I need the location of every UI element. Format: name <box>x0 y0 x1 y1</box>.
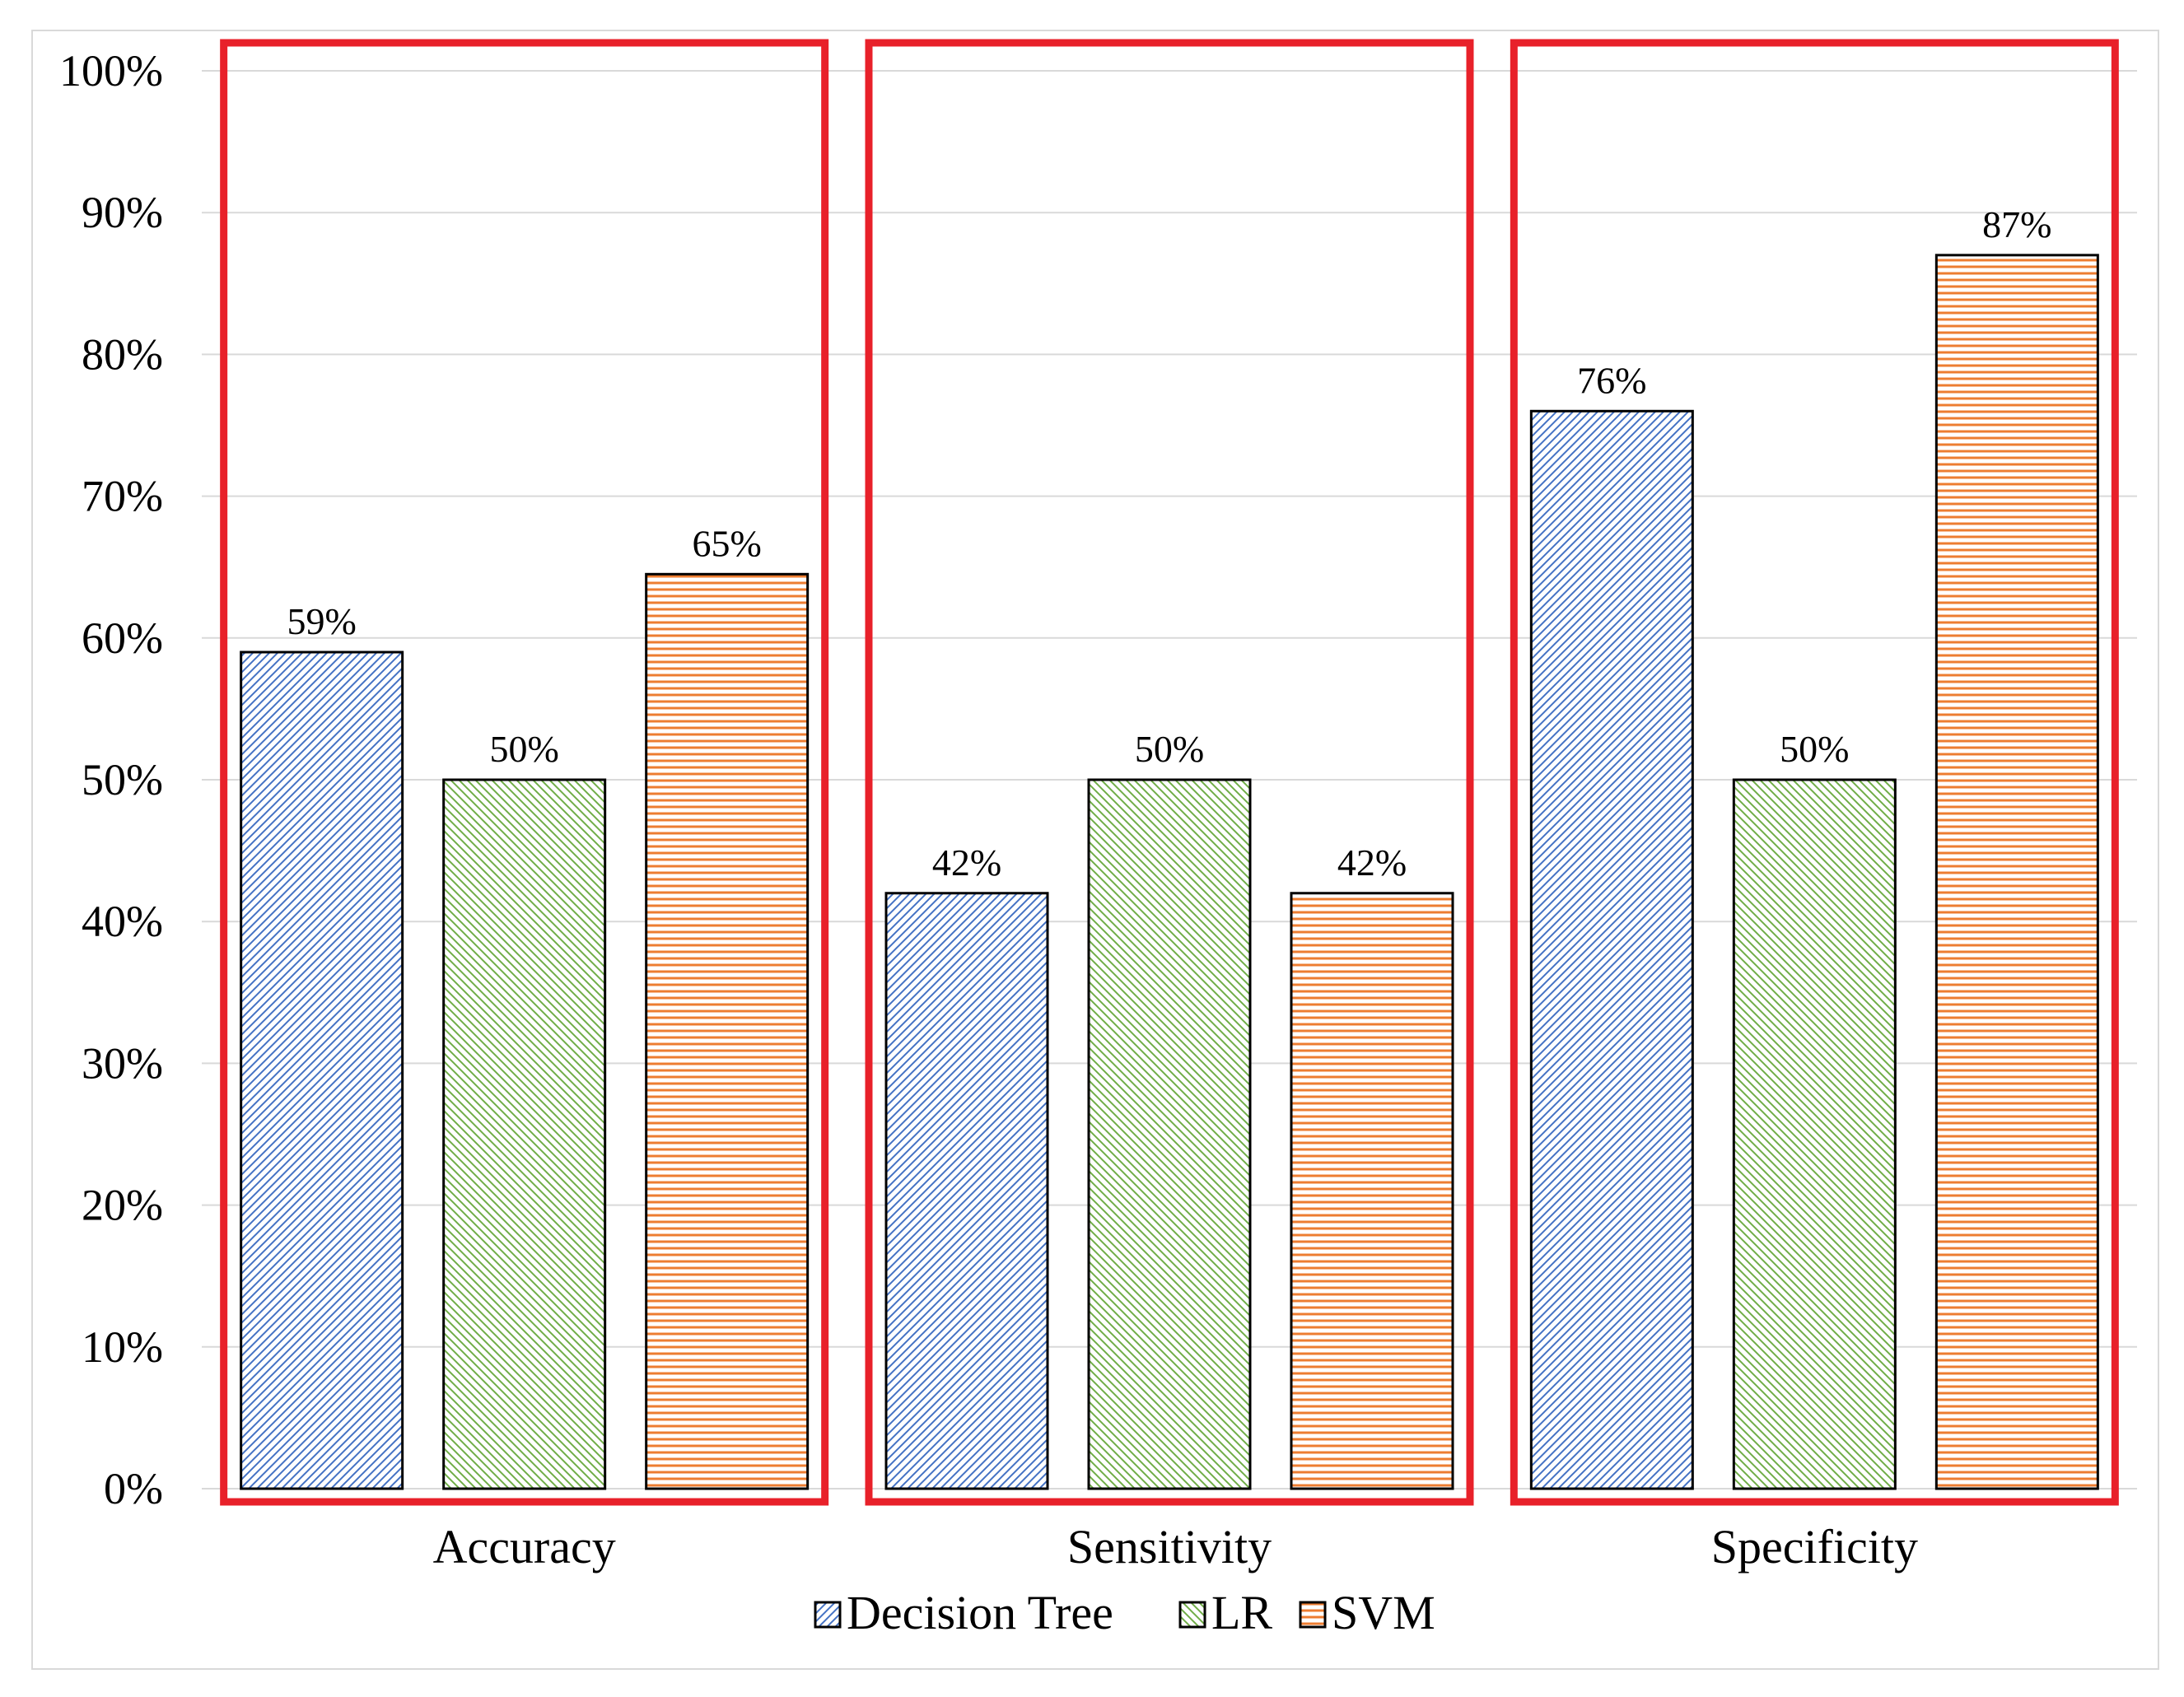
y-tick-label: 50% <box>82 755 163 804</box>
data-label: 50% <box>1780 728 1849 770</box>
highlight-boxes <box>220 39 2119 1506</box>
bar-lr-accuracy <box>442 778 607 1490</box>
bar-decision-tree-sensitivity <box>884 892 1049 1490</box>
y-tick-label: 40% <box>82 897 163 946</box>
y-tick-label: 80% <box>82 329 163 379</box>
category-label-sensitivity: Sensitivity <box>1067 1520 1272 1573</box>
data-label: 42% <box>932 842 1001 883</box>
highlight-box-specificity <box>1510 39 2119 1506</box>
data-labels: 59% 50% 65% 42% 50% 42% 76% 50% 87% <box>287 203 2052 883</box>
y-tick-label: 90% <box>82 188 163 237</box>
legend-label-decision-tree: Decision Tree <box>847 1586 1113 1639</box>
category-label-accuracy: Accuracy <box>433 1520 616 1573</box>
data-label: 59% <box>287 600 357 642</box>
data-label: 65% <box>693 522 762 564</box>
y-tick-label: 10% <box>82 1322 163 1372</box>
chart-frame <box>31 30 2159 1670</box>
highlight-box-accuracy <box>220 39 829 1506</box>
x-axis-category-labels: Accuracy Sensitivity Specificity <box>433 1520 1918 1573</box>
y-tick-label: 0% <box>104 1464 163 1513</box>
bar-decision-tree-specificity <box>1529 409 1694 1490</box>
bar-svm-specificity <box>1934 254 2099 1490</box>
y-tick-label: 60% <box>82 613 163 663</box>
y-tick-label: 100% <box>59 46 163 96</box>
bar-svm-sensitivity <box>1290 892 1454 1490</box>
data-label: 50% <box>490 728 559 770</box>
bar-lr-specificity <box>1732 778 1897 1490</box>
data-label: 50% <box>1135 728 1204 770</box>
bar-decision-tree-accuracy <box>240 650 404 1490</box>
legend: Decision Tree LR SVM <box>814 1586 1435 1639</box>
legend-label-svm: SVM <box>1332 1586 1435 1639</box>
legend-swatch-decision-tree <box>814 1601 842 1629</box>
legend-swatch-svm <box>1299 1601 1327 1629</box>
highlight-box-sensitivity <box>865 39 1474 1506</box>
data-label: 76% <box>1577 359 1646 401</box>
data-label: 87% <box>1982 203 2051 245</box>
data-label: 42% <box>1337 842 1407 883</box>
bar-lr-sensitivity <box>1087 778 1252 1490</box>
bars <box>240 254 2099 1490</box>
y-tick-label: 20% <box>82 1181 163 1230</box>
legend-label-lr: LR <box>1211 1586 1272 1639</box>
legend-swatch-lr <box>1178 1601 1206 1629</box>
bar-svm-accuracy <box>645 572 810 1490</box>
category-label-specificity: Specificity <box>1711 1520 1918 1573</box>
y-axis-tick-labels: 0% 10% 20% 30% 40% 50% 60% 70% 80% 90% 100% <box>59 46 163 1513</box>
y-tick-label: 70% <box>82 472 163 521</box>
y-tick-label: 30% <box>82 1038 163 1088</box>
